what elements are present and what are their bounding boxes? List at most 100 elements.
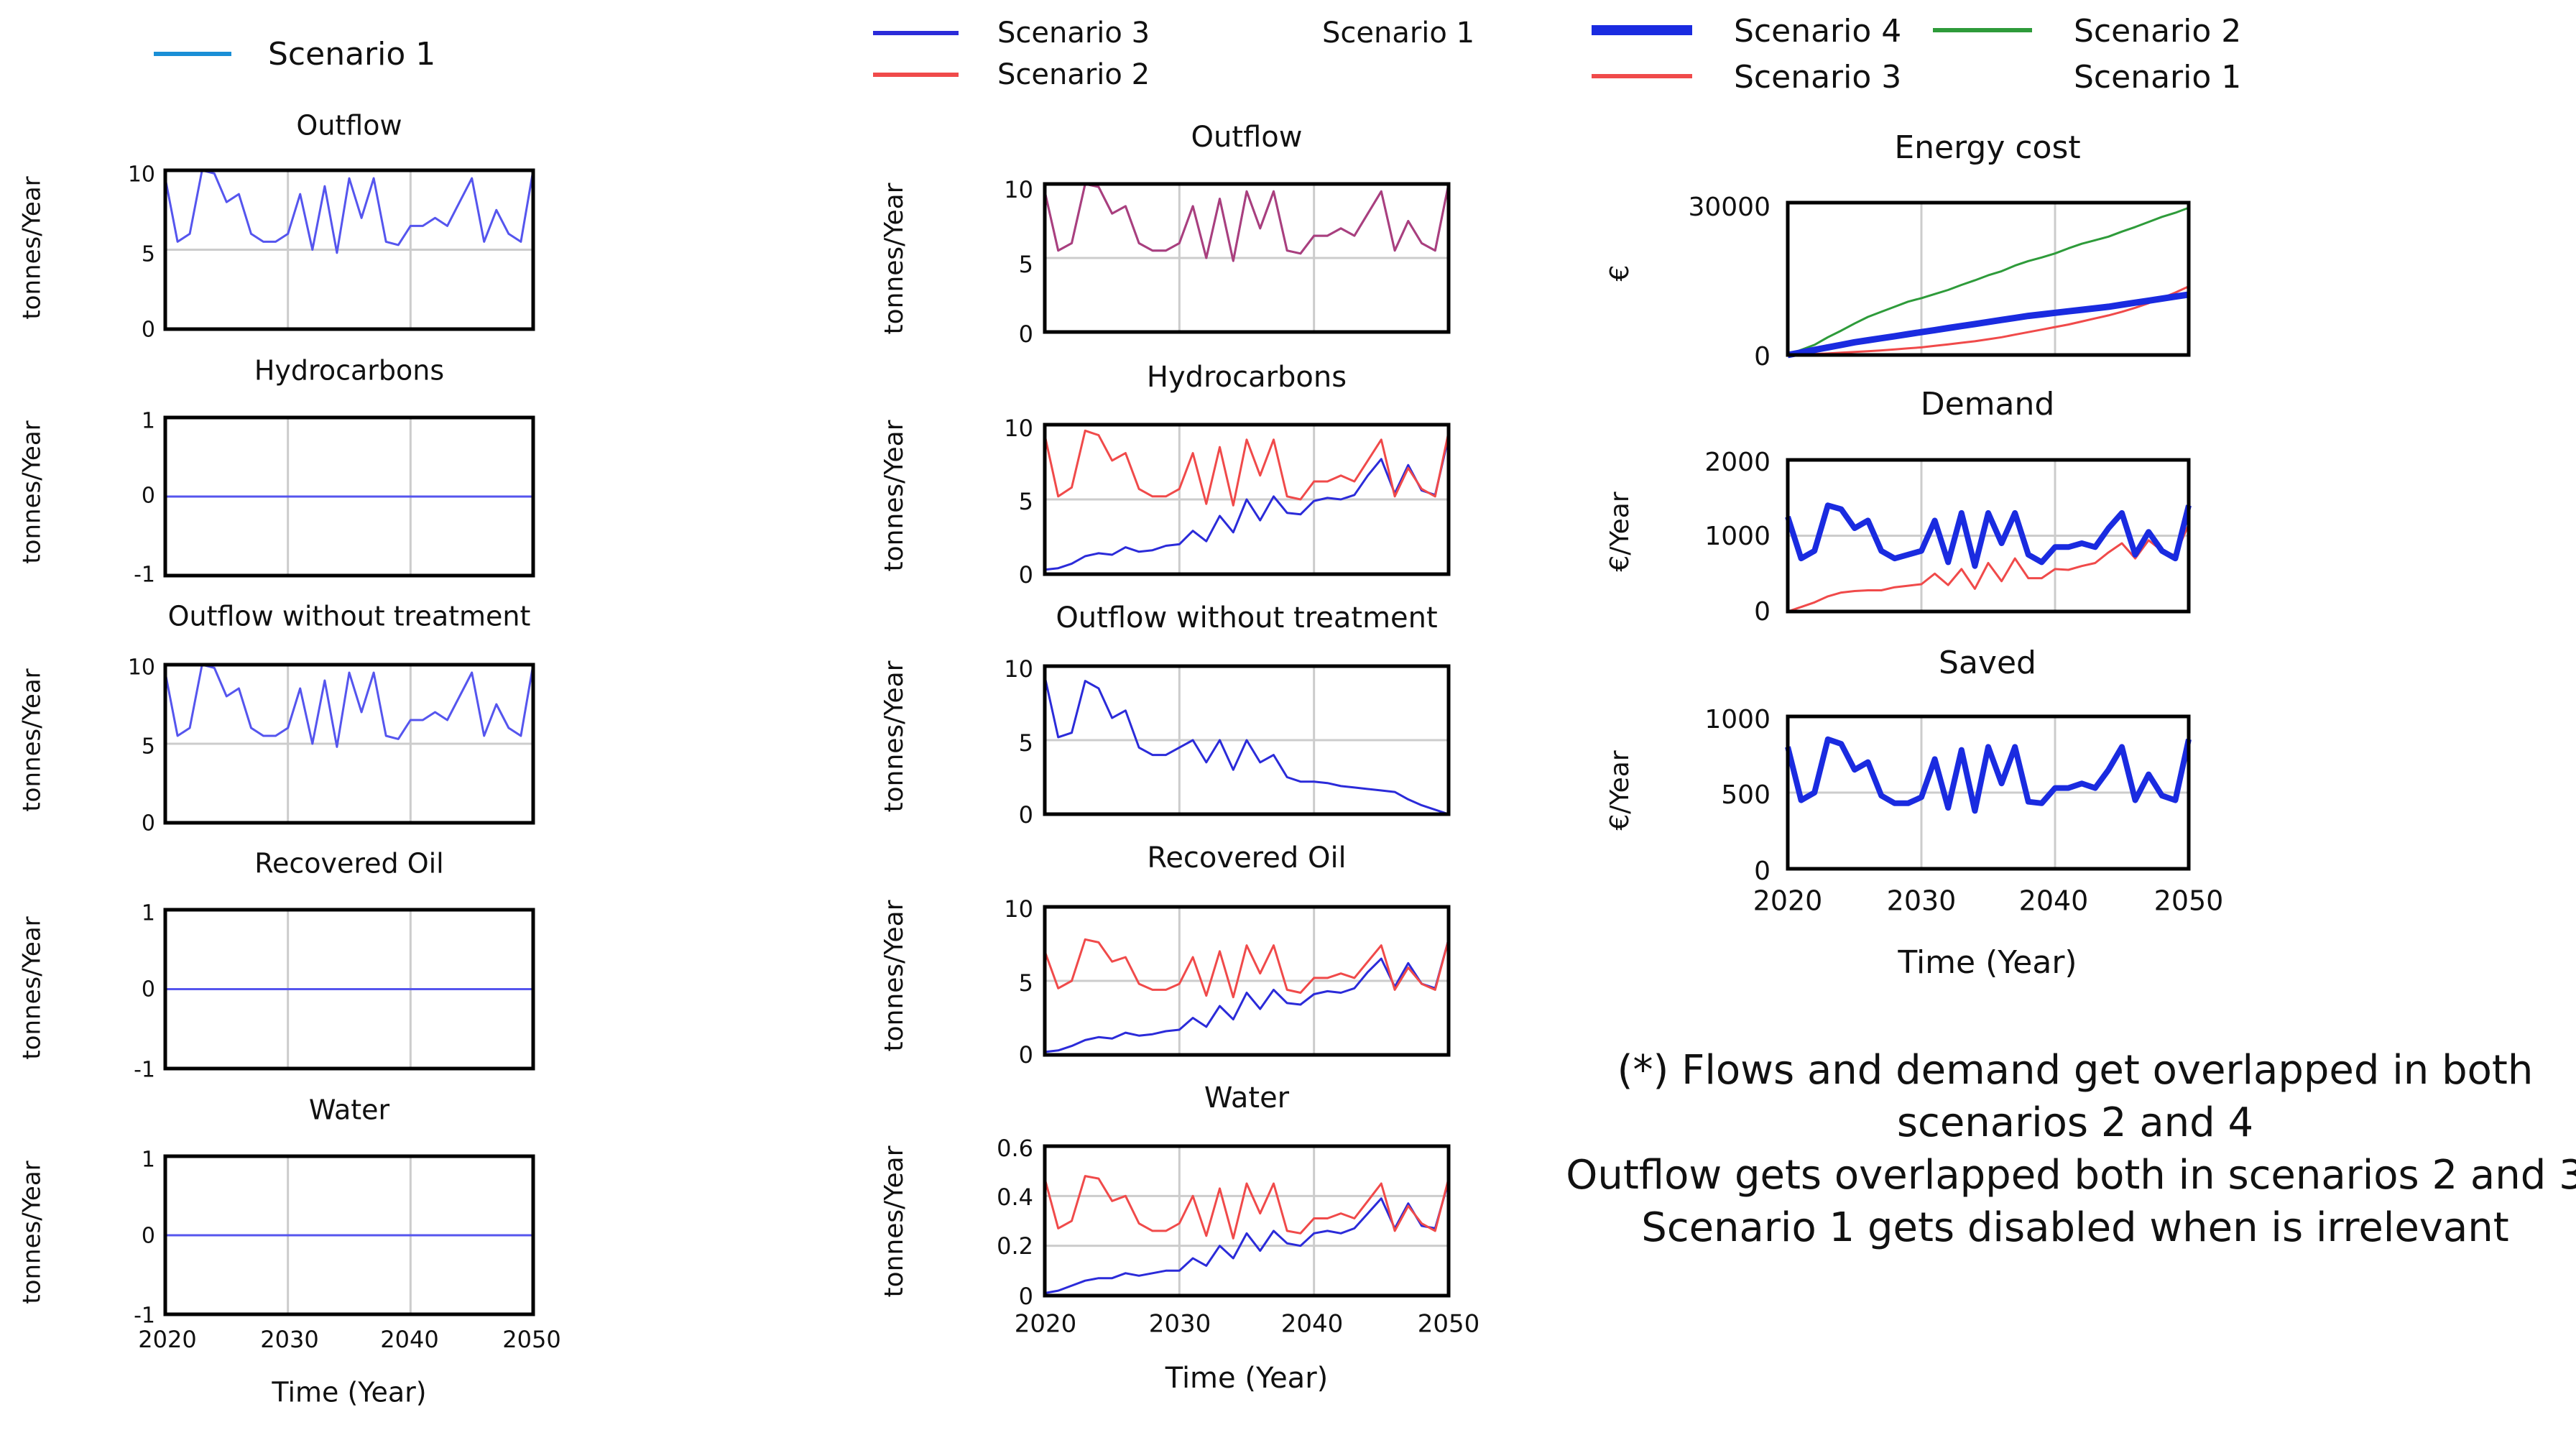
chart-title: Water bbox=[309, 1094, 390, 1126]
y-axis-label: tonnes/Year bbox=[880, 900, 909, 1051]
y-tick-label: 0 bbox=[1754, 597, 1771, 627]
plot-area bbox=[1786, 458, 2191, 614]
y-axis-label: €/Year bbox=[1605, 492, 1635, 571]
x-tick-label: 2030 bbox=[1149, 1310, 1211, 1339]
chart-title: Outflow bbox=[1191, 121, 1303, 154]
footnote-line: Scenario 1 gets disabled when is irrelev… bbox=[1641, 1204, 2508, 1251]
y-tick-label: -1 bbox=[134, 1058, 155, 1083]
x-tick-label: 2030 bbox=[260, 1326, 318, 1353]
plot-area bbox=[1043, 182, 1451, 334]
x-axis-label: Time (Year) bbox=[1897, 944, 2077, 981]
series-line-scenario-4 bbox=[1787, 291, 2189, 359]
plot-area bbox=[163, 168, 535, 331]
series-line-scenario-2 bbox=[1043, 429, 1450, 507]
chart-title: Hydrocarbons bbox=[1147, 361, 1347, 394]
chart-p3-energy-cost: Energy cost € 30000 0 bbox=[1605, 129, 2191, 372]
plot-area bbox=[1043, 664, 1451, 816]
y-tick-label: 0.6 bbox=[997, 1135, 1033, 1162]
x-tick-label: 2050 bbox=[1418, 1310, 1480, 1339]
y-axis-label: tonnes/Year bbox=[18, 1161, 47, 1304]
y-tick-label: 0 bbox=[142, 811, 155, 836]
y-tick-label: 5 bbox=[1019, 488, 1033, 515]
series-line-scenario-2 bbox=[1043, 938, 1450, 999]
series-line-scenario-2 bbox=[1043, 183, 1450, 262]
y-axis-label: tonnes/Year bbox=[880, 420, 909, 571]
y-tick-label: 0.4 bbox=[997, 1184, 1033, 1211]
y-tick-label: 0 bbox=[1019, 320, 1033, 348]
y-tick-label: 0.2 bbox=[997, 1232, 1033, 1260]
legend-label: Scenario 3 bbox=[997, 17, 1150, 50]
y-tick-label: 5 bbox=[142, 734, 155, 760]
panel-2-legend: Scenario 3 Scenario 2 Scenario 1 bbox=[873, 17, 1474, 91]
chart-p1-recovered-oil: Recovered Oil tonnes/Year 1 0 -1 bbox=[18, 848, 535, 1083]
y-tick-label: 10 bbox=[128, 162, 155, 188]
plot-area bbox=[1043, 1144, 1451, 1298]
chart-title: Outflow without treatment bbox=[168, 601, 531, 632]
series-line-scenario-3 bbox=[1787, 524, 2190, 613]
series-line-scenario-2 bbox=[1043, 1175, 1450, 1240]
plot-area bbox=[163, 663, 535, 825]
y-tick-label: 0 bbox=[142, 484, 155, 509]
series-line-scenario-3 bbox=[1044, 938, 1450, 1053]
y-tick-label: 1 bbox=[142, 409, 155, 434]
x-tick-label: 2020 bbox=[138, 1326, 196, 1353]
y-tick-label: 10 bbox=[1004, 895, 1033, 923]
y-tick-label: 0 bbox=[1754, 857, 1771, 886]
panel-3-x-axis: 2020 2030 2040 2050 Time (Year) bbox=[1753, 885, 2224, 982]
legend-label: Scenario 1 bbox=[1322, 17, 1474, 50]
chart-p2-hydrocarbons: Hydrocarbons tonnes/Year 10 5 0 bbox=[880, 361, 1451, 589]
plot-area bbox=[1786, 714, 2191, 871]
y-tick-label: 500 bbox=[1721, 780, 1771, 810]
panel-3-legend: Scenario 4 Scenario 2 Scenario 3 Scenari… bbox=[1592, 13, 2241, 96]
y-tick-label: 5 bbox=[142, 242, 155, 267]
plot-area bbox=[163, 1154, 535, 1316]
y-tick-label: 5 bbox=[1019, 969, 1033, 997]
y-axis-label: tonnes/Year bbox=[18, 668, 47, 811]
chart-p2-water: Water tonnes/Year 0.6 0.4 0.2 0 bbox=[880, 1081, 1451, 1310]
chart-p1-outflow: Outflow tonnes/Year 10 5 0 bbox=[18, 110, 535, 343]
chart-title: Outflow without treatment bbox=[1056, 601, 1437, 635]
chart-title: Hydrocarbons bbox=[254, 355, 444, 387]
plot-area bbox=[1043, 423, 1451, 576]
chart-p2-recovered-oil: Recovered Oil tonnes/Year 10 5 0 bbox=[880, 841, 1451, 1069]
y-axis-label: tonnes/Year bbox=[18, 916, 47, 1059]
y-tick-label: 0 bbox=[1019, 801, 1033, 829]
plot-area bbox=[163, 908, 535, 1071]
panel-3: Scenario 4 Scenario 2 Scenario 3 Scenari… bbox=[1566, 13, 2576, 1251]
panel-2-x-axis: 2020 2030 2040 2050 Time (Year) bbox=[1015, 1310, 1480, 1396]
y-tick-label: 5 bbox=[1019, 251, 1033, 278]
y-tick-label: 2000 bbox=[1704, 448, 1771, 477]
y-axis-label: tonnes/Year bbox=[880, 183, 909, 334]
y-tick-label: 0 bbox=[142, 318, 155, 343]
y-axis-label: tonnes/Year bbox=[880, 1145, 909, 1297]
y-axis-label: € bbox=[1605, 265, 1635, 282]
y-tick-label: 0 bbox=[1019, 1283, 1033, 1310]
y-tick-label: 0 bbox=[1019, 561, 1033, 589]
series-line-scenario-1 bbox=[164, 169, 535, 254]
footnote-line: (*) Flows and demand get overlapped in b… bbox=[1617, 1047, 2534, 1094]
series-line-scenario-1 bbox=[164, 663, 535, 748]
y-tick-label: 1000 bbox=[1704, 705, 1771, 734]
footnote-line: scenarios 2 and 4 bbox=[1897, 1099, 2253, 1146]
chart-title: Recovered Oil bbox=[1147, 841, 1346, 875]
panel-1-x-axis: 2020 2030 2040 2050 Time (Year) bbox=[138, 1326, 560, 1408]
y-tick-label: 10 bbox=[128, 655, 155, 681]
legend-label: Scenario 3 bbox=[1734, 59, 1901, 96]
x-tick-label: 2040 bbox=[1281, 1310, 1344, 1339]
y-axis-label: tonnes/Year bbox=[880, 660, 909, 812]
y-tick-label: 30000 bbox=[1688, 193, 1771, 222]
chart-p2-outflow: Outflow tonnes/Year 10 5 0 bbox=[880, 121, 1451, 348]
chart-title: Recovered Oil bbox=[254, 848, 443, 880]
x-tick-label: 2020 bbox=[1753, 885, 1823, 917]
series-line-scenario-3 bbox=[1044, 436, 1450, 571]
x-tick-label: 2050 bbox=[2154, 885, 2224, 917]
chart-title: Energy cost bbox=[1894, 129, 2080, 166]
plot-area bbox=[1043, 905, 1451, 1057]
legend-label: Scenario 4 bbox=[1734, 13, 1901, 50]
chart-p1-hydrocarbons: Hydrocarbons tonnes/Year 1 0 -1 bbox=[18, 355, 535, 588]
chart-p3-saved: Saved €/Year 1000 500 0 bbox=[1605, 645, 2192, 886]
chart-title: Demand bbox=[1921, 386, 2055, 423]
y-tick-label: 1000 bbox=[1704, 522, 1771, 551]
y-tick-label: 1 bbox=[142, 1148, 155, 1173]
